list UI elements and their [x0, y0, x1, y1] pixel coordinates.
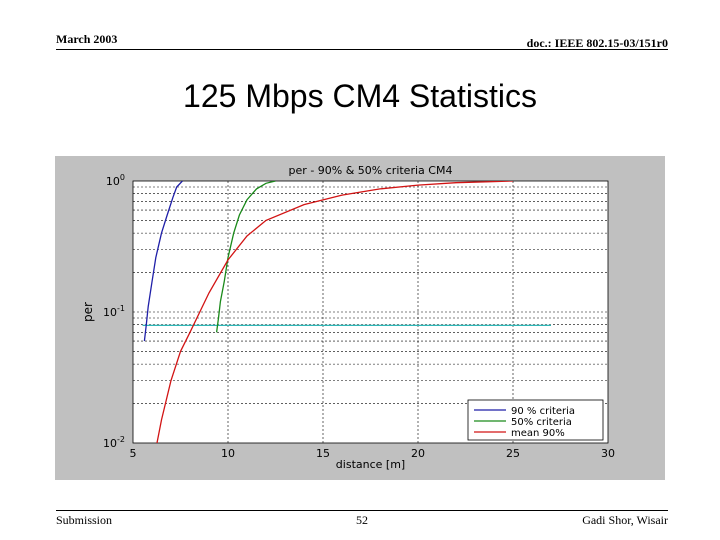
series-line-1: [143, 181, 183, 342]
series-line-3: [156, 181, 514, 443]
plot-frame: [132, 180, 609, 444]
legend-label: 90 % criteria: [511, 406, 575, 417]
legend-box: [467, 399, 604, 441]
x-tick-label: 20: [411, 447, 425, 460]
footer-author: Gadi Shor, Wisair: [582, 513, 668, 527]
legend-label: mean 90%: [511, 428, 565, 439]
x-tick-label: 10: [221, 447, 235, 460]
y-tick-label: 10-1: [103, 304, 125, 319]
x-axis-label: distance [m]: [336, 458, 405, 471]
header-date: March 2003: [56, 32, 118, 46]
legend-label: 50% criteria: [511, 417, 572, 428]
y-axis-label: per: [81, 302, 95, 322]
y-tick-label: 10-2: [103, 435, 125, 450]
x-tick-label: 15: [316, 447, 330, 460]
footer-rule: [56, 510, 668, 511]
chart-title: per - 90% & 50% criteria CM4: [289, 164, 453, 177]
footer-submission: Submission: [56, 513, 113, 527]
header-rule: [56, 49, 668, 50]
x-tick-label: 25: [506, 447, 520, 460]
per-chart: 5 10 15 20 25 30 10-2 10-1 100 per - 90% & 50% cr…: [55, 156, 665, 480]
chart-figure: 5 10 15 20 25 30 10-2 10-1 100 per - 90% & 50% cr…: [55, 156, 665, 480]
x-tick-label: 30: [601, 447, 615, 460]
series-line-2: [215, 181, 276, 333]
x-tick-label: 5: [130, 447, 137, 460]
y-tick-label: 100: [106, 173, 125, 188]
footer-page-number: 52: [356, 513, 368, 527]
header-doc-id: doc.: IEEE 802.15-03/151r0: [526, 36, 668, 50]
slide-title: 125 Mbps CM4 Statistics: [183, 78, 537, 114]
